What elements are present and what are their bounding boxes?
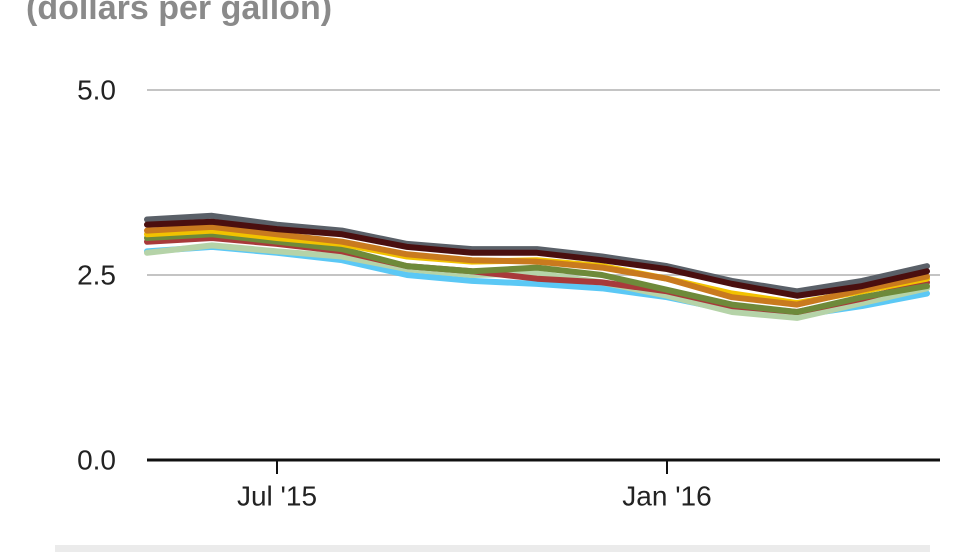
series-line — [144, 218, 930, 299]
series-line — [144, 242, 930, 321]
series-line — [144, 212, 930, 295]
y-tick-label: 2.5 — [77, 259, 116, 290]
series-line — [144, 223, 930, 308]
x-tick-label: Jan '16 — [622, 480, 711, 511]
y-tick-label: 0.0 — [77, 444, 116, 475]
series-line — [144, 231, 930, 315]
footer-bar — [55, 545, 930, 552]
y-tick-label: 5.0 — [77, 74, 116, 105]
chart-subtitle: (dollars per gallon) — [26, 0, 332, 27]
x-tick-label: Jul '15 — [237, 480, 317, 511]
